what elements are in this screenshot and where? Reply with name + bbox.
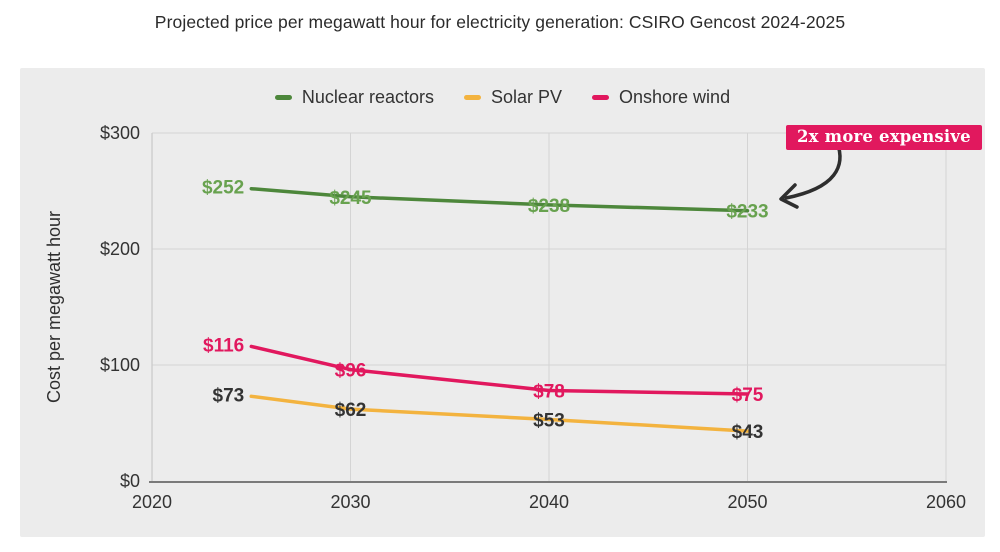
x-tick-label-2030: 2030 [330, 492, 370, 512]
onshore-wind-point-label: $78 [533, 382, 565, 403]
nuclear-reactors-point-label: $233 [726, 202, 768, 223]
onshore-wind-point-label: $96 [335, 361, 367, 382]
plot-svg: $0 $100 $200 $300 2020 2030 2040 2050 2060 Cost p… [44, 123, 966, 512]
legend-label: Solar PV [490, 87, 563, 107]
legend-dash-icon [274, 95, 292, 100]
y-axis-title: Cost per megawatt hour [44, 211, 64, 403]
annotation-badge: 2x more expensive [786, 125, 982, 150]
y-tick-label-0: $0 [120, 471, 140, 491]
legend-dash-icon [592, 95, 610, 100]
page-title: Projected price per megawatt hour for el… [154, 12, 846, 32]
onshore-wind-point-label: $116 [203, 335, 244, 356]
nuclear-reactors-point-label: $238 [528, 196, 570, 217]
legend-label: Nuclear reactors [301, 87, 434, 107]
x-tick-label-2050: 2050 [727, 492, 767, 512]
annotation-arrow-stem [784, 140, 842, 200]
nuclear-reactors-point-label: $252 [202, 178, 244, 199]
annotation-arrow-head-icon [779, 183, 799, 209]
onshore-wind-line [249, 344, 750, 396]
nuclear-reactors-line [249, 186, 750, 213]
solar-pv-point-label: $73 [213, 385, 245, 406]
solar-pv-point-label: $62 [335, 400, 367, 421]
onshore-wind-point-label: $75 [732, 385, 764, 406]
x-tick-label-2060: 2060 [926, 492, 966, 512]
legend-item-nuclear-reactors: Nuclear reactors [274, 87, 434, 108]
y-tick-label-200: $200 [100, 239, 140, 259]
x-tick-label-2040: 2040 [529, 492, 569, 512]
chart-card: $0 $100 $200 $300 2020 2030 2040 2050 2060 Cost p… [20, 68, 985, 537]
x-tick-label-2020: 2020 [132, 492, 172, 512]
legend-item-solar-pv: Solar PV [463, 87, 563, 108]
legend-dash-icon [463, 95, 481, 100]
legend: Nuclear reactors Solar PV Onshore wind [20, 87, 985, 108]
legend-label: Onshore wind [619, 87, 731, 107]
solar-pv-line [249, 394, 750, 433]
solar-pv-point-label: $53 [533, 411, 565, 432]
nuclear-reactors-point-label: $245 [329, 188, 372, 209]
y-tick-label-100: $100 [100, 355, 140, 375]
solar-pv-point-label: $43 [732, 422, 764, 443]
y-tick-label-300: $300 [100, 123, 140, 143]
legend-item-onshore-wind: Onshore wind [592, 87, 730, 108]
